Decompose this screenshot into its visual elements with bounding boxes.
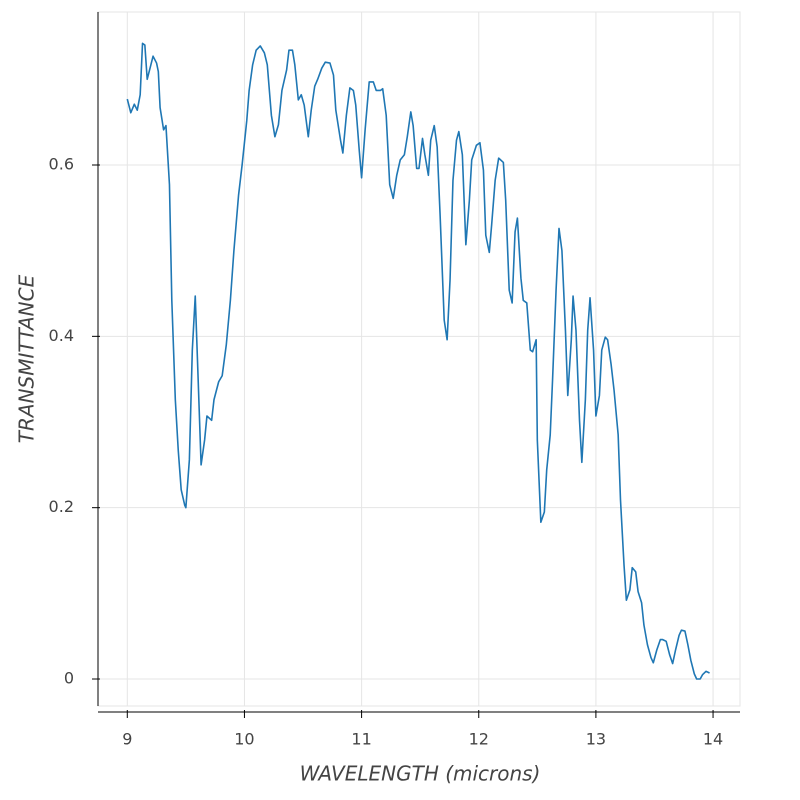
x-tick-label: 14 [703, 730, 723, 749]
x-tick-label: 12 [469, 730, 489, 749]
x-tick-label: 11 [351, 730, 371, 749]
x-tick-label: 13 [586, 730, 606, 749]
x-tick-label: 10 [234, 730, 254, 749]
y-tick-label: 0 [64, 669, 74, 688]
y-tick-label: 0.6 [49, 155, 74, 174]
plot-frame [97, 11, 741, 707]
x-tick-label: 9 [122, 730, 132, 749]
y-tick-label: 0.2 [49, 497, 74, 516]
data-line [126, 42, 710, 680]
x-axis-title: WAVELENGTH (microns) [300, 762, 541, 786]
y-tick-label: 0.4 [49, 326, 74, 345]
y-axis-title: TRANSMITTANCE [15, 274, 39, 443]
